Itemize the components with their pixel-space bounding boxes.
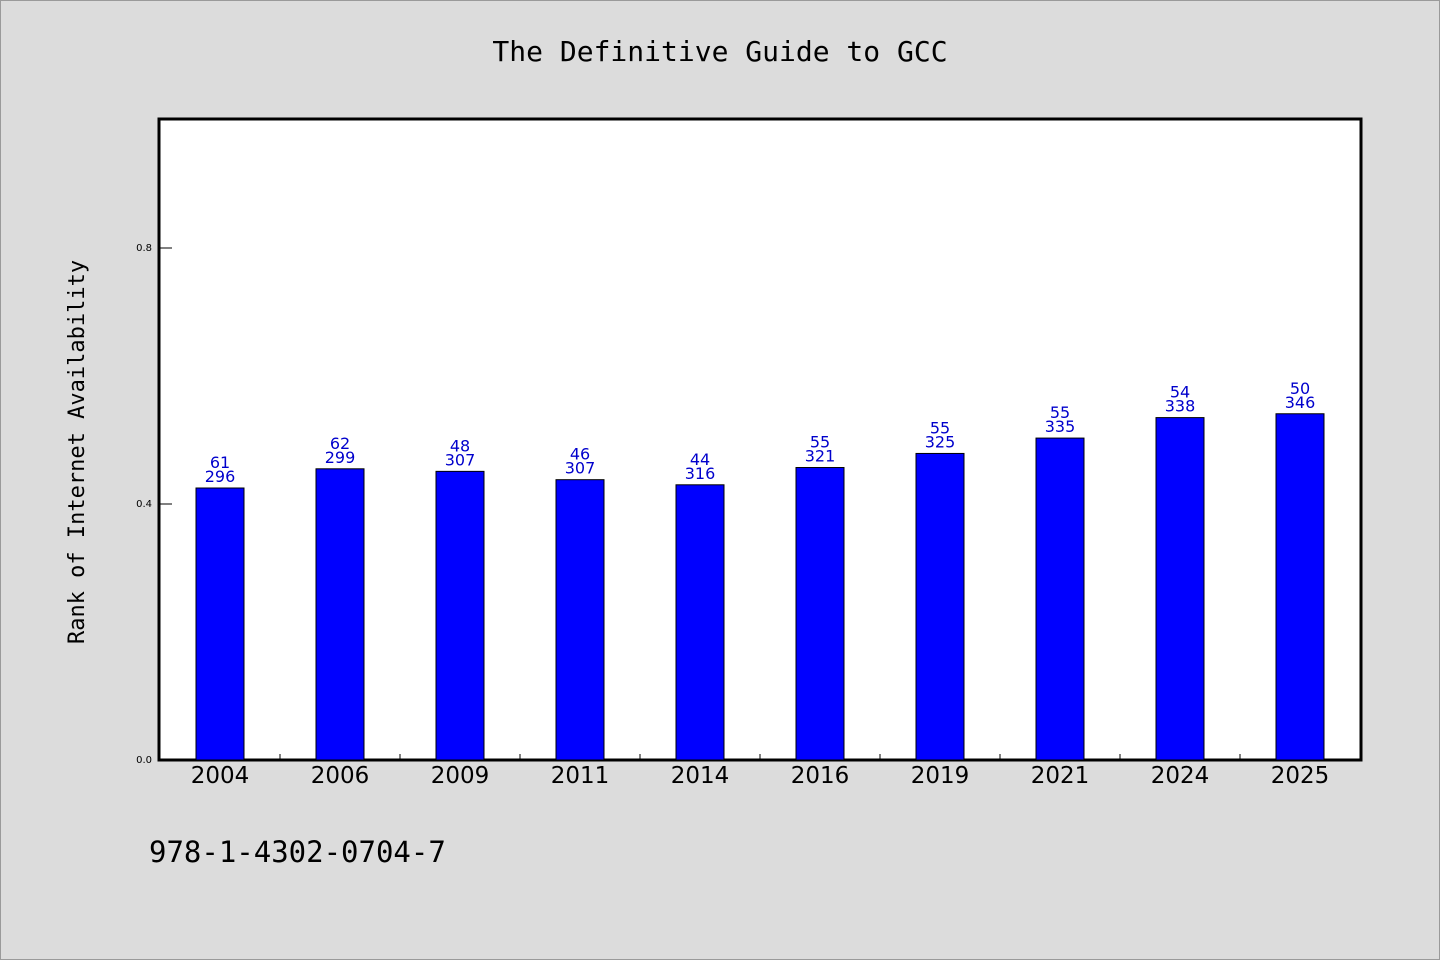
data-label-bottom: 346: [1285, 393, 1316, 412]
x-tick-label: 2019: [911, 763, 970, 789]
data-label-top: 55: [1050, 403, 1070, 422]
y-axis-ticks: 0.0 0.4 0.8: [136, 243, 172, 766]
data-label-top: 55: [930, 418, 950, 437]
bar: [675, 484, 725, 761]
isbn-footer: 978-1-4302-0704-7: [149, 835, 446, 869]
bar: [795, 467, 845, 761]
data-label-bottom: 307: [445, 450, 476, 469]
data-label-top: 48: [450, 436, 470, 455]
bar: [915, 452, 965, 761]
bar: [1155, 417, 1205, 761]
x-tick-label: 2024: [1151, 763, 1210, 789]
data-label-top: 46: [570, 445, 590, 464]
data-label-bottom: 307: [565, 459, 596, 478]
data-label-bottom: 335: [1045, 417, 1076, 436]
bar: [315, 468, 365, 761]
data-label-top: 62: [330, 434, 350, 453]
bars: [195, 413, 1325, 761]
y-tick-label: 0.4: [136, 499, 152, 510]
data-label-bottom: 296: [205, 467, 236, 486]
bar: [1035, 437, 1085, 761]
x-tick-label: 2009: [431, 763, 490, 789]
bar: [195, 487, 245, 761]
data-label-bottom: 325: [925, 432, 956, 451]
x-tick-label: 2016: [791, 763, 850, 789]
x-tick-label: 2004: [191, 763, 250, 789]
data-label-top: 44: [690, 450, 710, 469]
data-label-bottom: 321: [805, 447, 836, 466]
x-axis-ticks: 2004 2006 2009 2011 2014 2016 2019 2021 2024 2025: [191, 754, 1330, 789]
data-label-top: 54: [1170, 383, 1190, 402]
data-label-top: 55: [810, 433, 830, 452]
y-axis-label: Rank of Internet Availability: [65, 260, 90, 644]
chart-title: The Definitive Guide to GCC: [492, 35, 947, 68]
bar: [435, 470, 485, 761]
data-label-bottom: 338: [1165, 397, 1196, 416]
data-label-top: 50: [1290, 379, 1310, 398]
x-tick-label: 2021: [1031, 763, 1090, 789]
x-tick-label: 2006: [311, 763, 370, 789]
x-tick-label: 2011: [551, 763, 610, 789]
data-label-top: 61: [210, 453, 230, 472]
bar: [555, 479, 605, 761]
data-label-bottom: 316: [685, 464, 716, 483]
y-tick-label: 0.8: [136, 243, 152, 254]
y-tick-label: 0.0: [136, 755, 152, 766]
x-tick-label: 2025: [1271, 763, 1330, 789]
x-tick-label: 2014: [671, 763, 730, 789]
bar: [1275, 413, 1325, 761]
data-label-bottom: 299: [325, 448, 356, 467]
